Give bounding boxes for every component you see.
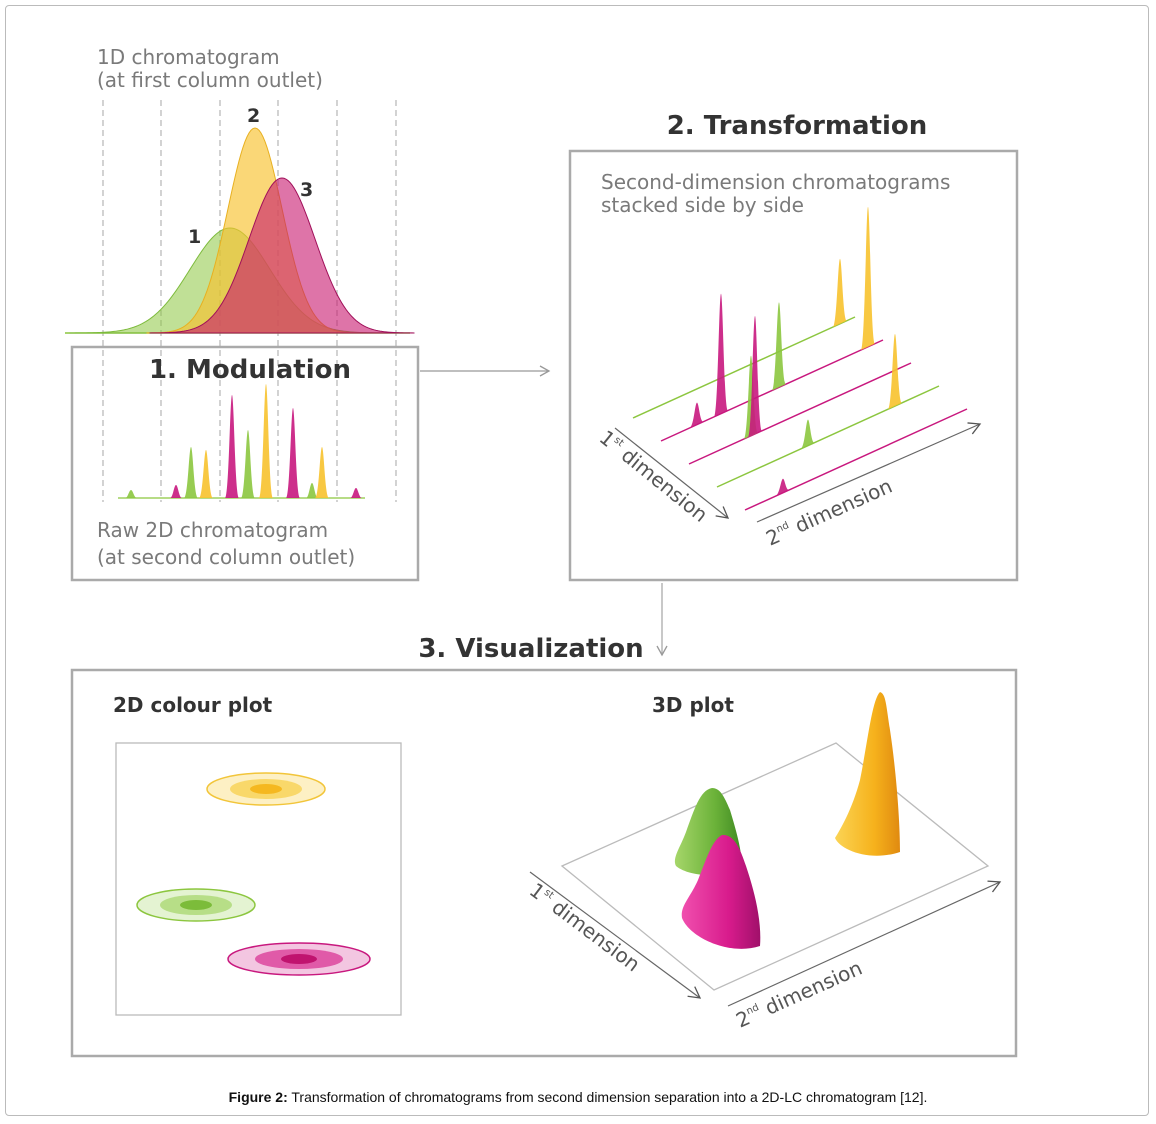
modulation-peak-yellow xyxy=(259,384,273,498)
transformation-title: 2. Transformation xyxy=(667,111,928,141)
2d-colour-plot-title: 2D colour plot xyxy=(113,693,273,717)
transformation-panel: 2. Transformation Second-dimension chrom… xyxy=(568,111,1019,582)
spot-pink xyxy=(227,942,371,976)
stacked-peak-yellow xyxy=(861,206,875,351)
figure-caption: Figure 2: Transformation of chromatogram… xyxy=(0,1089,1156,1105)
modulation-peak-yellow xyxy=(199,450,213,498)
stacked-peak-pink xyxy=(748,315,762,438)
caption-label: Figure 2: xyxy=(228,1089,288,1105)
3d-axis-1st-dimension-label: 1st dimension xyxy=(525,878,645,977)
2d-colour-plot xyxy=(115,742,402,1016)
3d-plot-title: 3D plot xyxy=(652,693,734,717)
spot-yellow xyxy=(206,772,326,806)
peak-label-1: 1 xyxy=(188,226,201,248)
3d-axis-2nd-dimension-label: 2nd dimension xyxy=(732,956,865,1033)
modulation-peak-green xyxy=(241,430,255,498)
modulation-peak-pink xyxy=(286,408,300,498)
1d-title-line1: 1D chromatogram xyxy=(97,45,280,69)
stacked-trace xyxy=(688,362,912,465)
peak-label-2: 2 xyxy=(247,105,260,127)
modulation-peak-green xyxy=(184,447,198,498)
stacked-trace xyxy=(632,316,856,419)
peak-3-pink xyxy=(149,177,415,334)
modulation-peak-green xyxy=(306,483,318,498)
peak-label-3: 3 xyxy=(300,179,313,201)
stacked-peak-pink xyxy=(714,293,728,417)
stacked-peak-yellow xyxy=(888,334,902,410)
spot-green xyxy=(136,888,256,922)
modulation-panel: 1. Modulation Raw 2D chromatogram (at se… xyxy=(70,345,420,582)
raw-2d-label-line2: (at second column outlet) xyxy=(97,545,355,569)
modulation-peak-pink xyxy=(225,395,239,498)
stacked-peak-green xyxy=(801,419,815,449)
stacked-peak-pink xyxy=(776,478,790,496)
axis-1st-dimension-arrow xyxy=(614,427,730,519)
1d-chromatogram: 1D chromatogram (at first column outlet)… xyxy=(65,45,415,502)
visualization-panel: 3. Visualization 2D colour plot 3D plot xyxy=(70,634,1018,1058)
cone-yellow xyxy=(835,692,900,856)
axis-2nd-dimension-arrow xyxy=(756,422,982,523)
stacked-peak-yellow xyxy=(833,258,847,328)
modulation-peak-pink xyxy=(170,485,182,498)
visualization-title: 3. Visualization xyxy=(418,634,643,664)
figure-frame xyxy=(5,5,1149,1116)
axis-1st-dimension-label: 1st dimension xyxy=(595,425,713,527)
modulation-peak-yellow xyxy=(315,447,329,498)
stacked-subtitle-line1: Second-dimension chromatograms xyxy=(601,170,950,194)
1d-title-line2: (at first column outlet) xyxy=(97,68,323,92)
modulation-title: 1. Modulation xyxy=(149,355,351,385)
modulation-peak-pink xyxy=(350,488,362,498)
modulation-peak-green xyxy=(125,490,137,498)
cone-pink xyxy=(681,834,761,949)
stacked-peak-pink xyxy=(690,402,704,428)
raw-2d-label-line1: Raw 2D chromatogram xyxy=(97,518,328,542)
stacked-peak-green xyxy=(772,302,786,391)
stacked-subtitle-line2: stacked side by side xyxy=(601,193,804,217)
caption-text: Transformation of chromatograms from sec… xyxy=(287,1089,928,1105)
3d-plot: 1st dimension 2nd dimension xyxy=(525,692,1002,1033)
